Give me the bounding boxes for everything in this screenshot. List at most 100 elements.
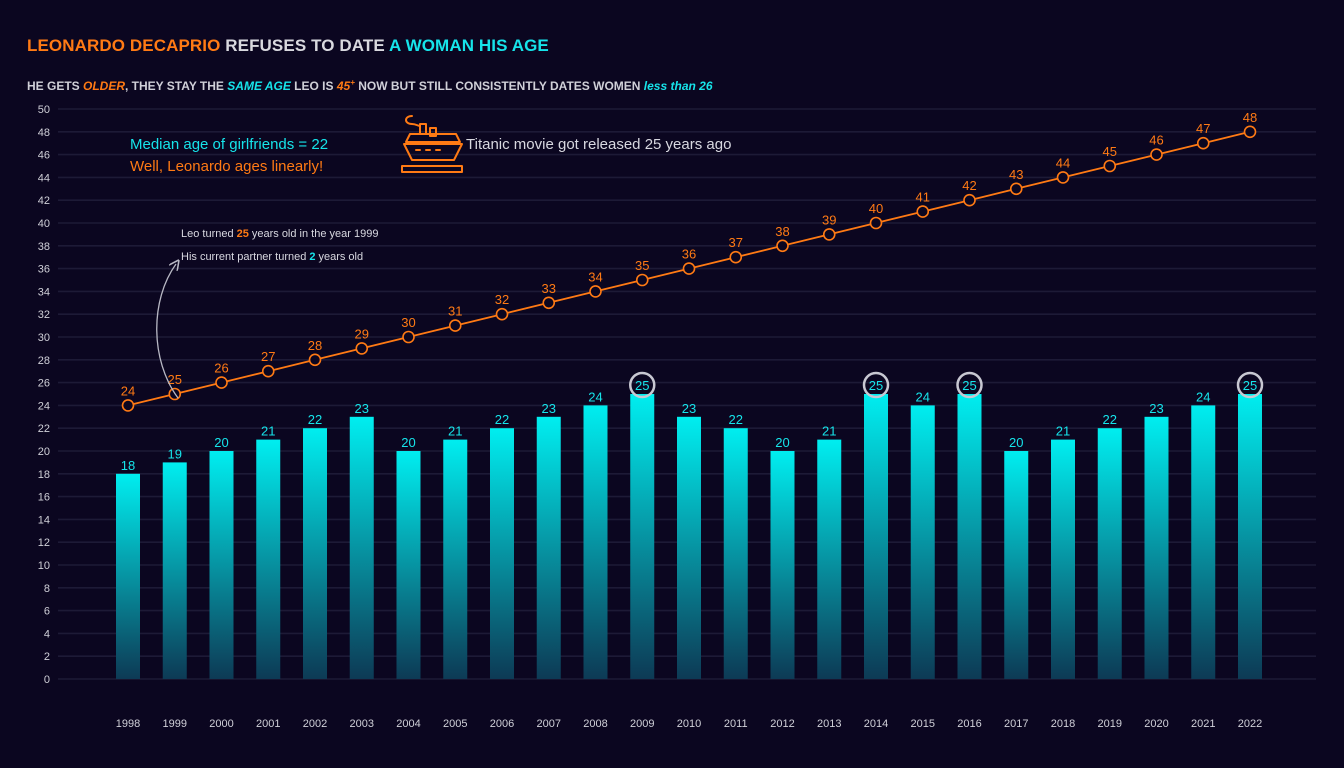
- line-data-label: 24: [121, 383, 135, 398]
- line-point: [776, 239, 789, 253]
- line-data-label: 45: [1103, 144, 1117, 159]
- bar-data-label: 25: [869, 378, 883, 393]
- bar: [723, 428, 748, 679]
- line-data-label: 33: [542, 281, 556, 296]
- y-tick-label: 4: [44, 628, 50, 640]
- line-point: [1056, 171, 1070, 184]
- line-data-label: 34: [588, 269, 602, 284]
- line-data-label: 28: [308, 338, 322, 353]
- bar-data-label: 25: [635, 378, 649, 393]
- y-tick-label: 48: [38, 127, 50, 139]
- line-point: [542, 296, 556, 310]
- bar: [1144, 416, 1169, 679]
- bar-data-label: 24: [588, 389, 602, 404]
- line-point: [589, 285, 602, 298]
- bar: [490, 428, 514, 679]
- highlight-circle: [956, 371, 983, 399]
- line-point: [355, 342, 369, 355]
- line-data-labels: 24 25 26 27 28 29 30 31 32 33 34 35 36 37 38 39 40 41 42 43…: [121, 110, 1257, 399]
- line-data-label: 30: [401, 315, 415, 330]
- bar-data-label: 21: [448, 424, 462, 439]
- subtitle-age-number: 45: [336, 79, 351, 93]
- y-tick-label: 34: [38, 286, 50, 298]
- y-tick-label: 42: [38, 195, 50, 207]
- x-tick-label: 2010: [677, 718, 701, 730]
- highlight-circles: [629, 371, 1264, 399]
- bar-series: [116, 394, 1262, 679]
- line-data-label: 40: [869, 201, 883, 216]
- x-tick-label: 2017: [1004, 718, 1028, 730]
- note2-text-a: His current partner turned: [181, 251, 307, 263]
- bar-data-label: 20: [775, 435, 789, 450]
- line-data-label: 27: [261, 349, 275, 364]
- bar-data-label: 25: [962, 378, 976, 393]
- line-data-label: 41: [916, 190, 930, 205]
- line-data-label: 38: [775, 224, 789, 239]
- line-point: [1196, 136, 1210, 150]
- title-end: A WOMAN HIS AGE: [389, 36, 549, 55]
- subtitle-same-age: SAME AGE: [227, 79, 291, 93]
- x-tick-label: 2019: [1098, 718, 1122, 730]
- y-tick-label: 28: [38, 355, 50, 367]
- subtitle-p7: NOW BUT STILL CONSISTENTLY DATES WOMEN: [354, 79, 644, 93]
- line-point: [261, 364, 275, 378]
- y-tick-label: 26: [38, 378, 50, 390]
- bar-data-label: 22: [308, 412, 322, 427]
- y-tick-label: 40: [38, 218, 50, 230]
- line-point: [1103, 159, 1117, 173]
- y-tick-label: 20: [38, 446, 50, 458]
- line-series: [121, 125, 1257, 412]
- bar: [349, 416, 374, 679]
- x-tick-label: 2008: [583, 718, 607, 730]
- line-point: [869, 216, 883, 230]
- subtitle-older: OLDER: [83, 79, 126, 93]
- median-annotation: Median age of girlfriends = 22: [130, 136, 329, 153]
- line-point: [448, 319, 462, 332]
- line-point: [682, 262, 696, 275]
- bar: [1238, 394, 1262, 679]
- y-tick-label: 18: [38, 469, 50, 481]
- bar: [583, 405, 608, 679]
- note-leo-age: Leo turned 25 years old in the year 1999: [181, 228, 378, 240]
- chart-subtitle: HE GETS OLDER, THEY STAY THE SAME AGE LE…: [27, 78, 713, 94]
- curved-arrow-icon: [156, 264, 178, 399]
- highlight-circle: [1236, 371, 1264, 399]
- x-tick-label: 2006: [490, 718, 514, 730]
- note1-number: 25: [236, 228, 249, 240]
- note-partner-age: His current partner turned 2 years old: [181, 251, 363, 263]
- line-point: [308, 353, 322, 367]
- x-tick-label: 2014: [864, 718, 888, 730]
- bar-data-label: 21: [1056, 424, 1070, 439]
- line-point: [495, 307, 509, 321]
- bar-data-label: 20: [401, 435, 415, 450]
- x-tick-label: 2000: [209, 718, 233, 730]
- line-point: [1150, 148, 1163, 161]
- x-tick-label: 2005: [443, 718, 467, 730]
- line-data-label: 48: [1243, 110, 1257, 125]
- bar: [677, 416, 701, 679]
- line-data-label: 39: [822, 212, 836, 227]
- x-tick-label: 2001: [256, 718, 280, 730]
- line-data-label: 43: [1009, 167, 1023, 182]
- x-tick-label: 1999: [163, 718, 187, 730]
- subtitle-p1: HE GETS: [27, 79, 84, 93]
- bar-data-label: 22: [729, 412, 743, 427]
- subtitle-age: 45+: [336, 78, 355, 94]
- bar: [957, 394, 982, 679]
- line-data-label: 47: [1196, 121, 1210, 136]
- x-tick-label: 2012: [770, 718, 794, 730]
- y-tick-label: 50: [38, 104, 50, 116]
- x-tick-label: 2007: [537, 718, 561, 730]
- bar: [209, 451, 234, 679]
- bar-data-label: 20: [1009, 435, 1023, 450]
- bar-data-label: 23: [355, 401, 369, 416]
- line-data-label: 46: [1149, 133, 1163, 148]
- line-data-label: 25: [168, 372, 182, 387]
- subtitle-age-plus: +: [350, 78, 355, 87]
- bar: [116, 473, 140, 679]
- y-tick-label: 2: [44, 651, 50, 663]
- bar-data-label: 24: [916, 389, 930, 404]
- bar-data-label: 25: [1243, 378, 1257, 393]
- y-tick-label: 22: [38, 423, 50, 435]
